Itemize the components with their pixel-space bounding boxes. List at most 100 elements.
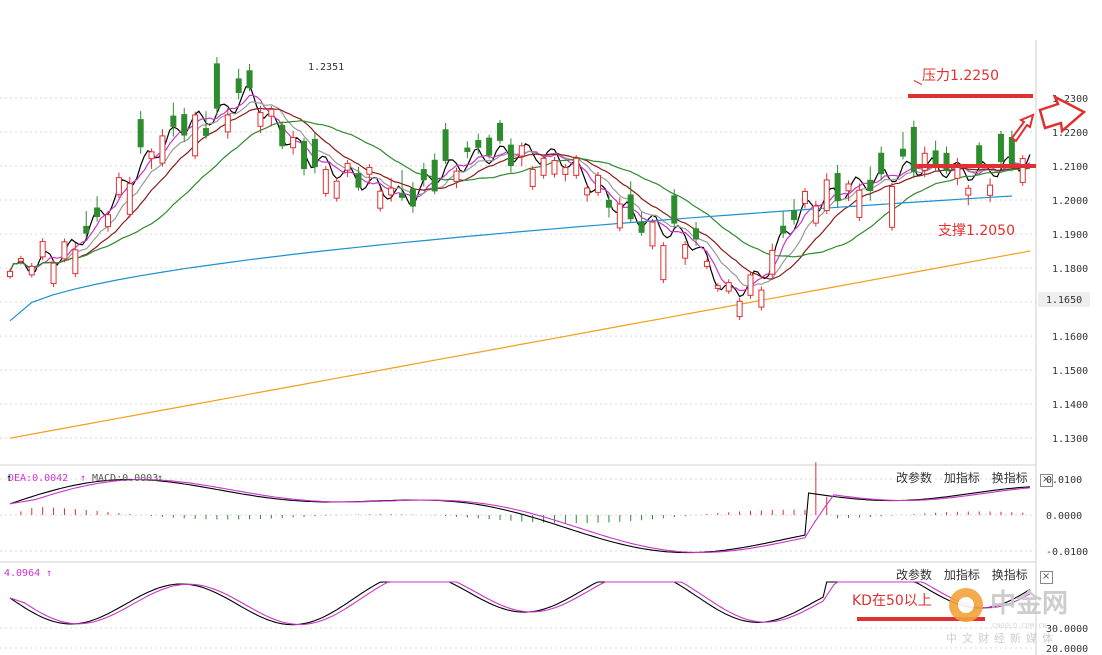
ma-line-ma250: [9, 250, 1031, 439]
kd-switch-button[interactable]: 换指标: [991, 568, 1028, 582]
logo-brand: 中金网: [990, 588, 1068, 619]
kd-arrow-icon: ↑: [46, 568, 52, 579]
candle-body: [322, 169, 329, 194]
candle-body: [94, 207, 101, 218]
candle-body: [649, 221, 656, 247]
candle-body: [170, 115, 177, 127]
kd-controls: 改参数 加指标 换指标 ×: [896, 566, 1061, 584]
candle-body: [464, 147, 471, 152]
kd-close-icon[interactable]: ×: [1039, 571, 1053, 584]
macd-close-icon[interactable]: ×: [1039, 474, 1053, 487]
candle-body: [203, 128, 210, 136]
big-up-arrow-icon: [1038, 94, 1087, 134]
candle-body: [344, 162, 351, 171]
candle-body: [126, 183, 133, 215]
candle-body: [812, 205, 819, 224]
candle-body: [605, 199, 612, 208]
price-tick-label: 1.1800: [1052, 264, 1088, 275]
macd-axis-ticks: 0.0100 0.0000 -0.0100: [1046, 475, 1088, 558]
candle-body: [834, 172, 841, 202]
candle-body: [987, 184, 994, 196]
candle-body: [475, 139, 482, 148]
candle-body: [660, 245, 667, 281]
macd-arrow-icon: ↑: [157, 473, 163, 484]
logo-slogan: 中文财经新媒体: [946, 631, 1058, 645]
candle-body: [366, 166, 373, 175]
macd-modify-button[interactable]: 改参数: [896, 471, 933, 485]
candle-body: [431, 159, 438, 192]
candle-body: [932, 150, 939, 165]
candle-body: [453, 170, 460, 182]
candle-body: [703, 260, 710, 268]
candle-body: [584, 187, 591, 196]
candle-body: [867, 179, 874, 191]
candle-body: [115, 177, 122, 196]
kd-axis-ticks: 30.0000 20.0000: [1046, 624, 1088, 655]
candle-body: [1008, 136, 1015, 166]
candle-body: [377, 190, 384, 209]
candle-body: [257, 112, 264, 127]
candle-body: [148, 151, 155, 160]
candle-body: [268, 108, 275, 117]
macd-add-button[interactable]: 加指标: [943, 471, 980, 485]
candle-body: [769, 249, 776, 275]
kd-add-button[interactable]: 加指标: [943, 568, 980, 582]
small-up-arrow-icon: [1010, 113, 1035, 143]
ma-line-ma120: [9, 195, 1012, 322]
candle-body: [235, 78, 242, 94]
candle-body: [627, 194, 634, 220]
candle-body: [497, 122, 504, 141]
candle-body: [442, 129, 449, 161]
macd-panel: [0, 462, 1036, 554]
candle-body: [7, 270, 13, 278]
candle-body: [355, 173, 362, 188]
candle-body: [714, 285, 721, 289]
candle-body: [595, 174, 602, 193]
candle-body: [224, 114, 231, 133]
price-tick-label: 1.1500: [1052, 366, 1088, 377]
candle-body: [486, 137, 493, 156]
kd-modify-button[interactable]: 改参数: [896, 568, 933, 582]
ma-line-ma60: [9, 120, 1031, 272]
candle-body: [791, 210, 798, 220]
ma-line-ma30: [9, 107, 1031, 280]
cngold-watermark: 中金网 CNGOLD.COM.CN 中文财经新媒体: [946, 588, 1068, 645]
candle-body: [105, 214, 112, 228]
candle-body: [246, 70, 253, 89]
kd-tick-label: 20.0000: [1046, 644, 1088, 655]
candle-body: [137, 119, 144, 148]
macd-controls: 改参数 加指标 换指标 ×: [896, 469, 1061, 487]
candle-body: [878, 152, 885, 175]
candle-body: [507, 144, 514, 167]
candle-body: [889, 185, 896, 228]
candle-body: [518, 145, 525, 157]
high-marker-label: 1.2351: [308, 62, 344, 73]
resistance-label: 压力1.2250: [922, 68, 999, 84]
candle-body: [997, 133, 1004, 163]
candle-body: [1019, 158, 1026, 183]
candle-body: [39, 241, 46, 258]
current-price-tag: [1038, 292, 1090, 307]
candle-body: [83, 225, 90, 234]
price-tick-label: 1.2000: [1052, 196, 1088, 207]
price-tick-label: 1.1600: [1052, 332, 1088, 343]
macd-switch-button[interactable]: 换指标: [991, 471, 1028, 485]
macd-tick-label: -0.0100: [1046, 547, 1088, 558]
candle-body: [823, 179, 830, 212]
macd-tick-label: 0.0000: [1046, 511, 1082, 522]
candle-body: [921, 152, 928, 171]
price-tick-label: 1.2200: [1052, 128, 1088, 139]
candle-body: [290, 137, 297, 149]
price-tick-label: 1.2300: [1052, 94, 1088, 105]
macd-tick-label: 0.0100: [1046, 475, 1082, 486]
dea-arrow-icon: ↑: [80, 473, 86, 484]
candle-body: [736, 300, 743, 318]
candle-body: [333, 180, 340, 199]
candle-body: [758, 289, 765, 308]
candle-body: [420, 169, 427, 181]
candle-body: [801, 190, 808, 204]
candle-body: [540, 157, 547, 176]
kd-tick-label: 30.0000: [1046, 624, 1088, 635]
price-tick-label: 1.2100: [1052, 162, 1088, 173]
candle-body: [573, 157, 580, 176]
